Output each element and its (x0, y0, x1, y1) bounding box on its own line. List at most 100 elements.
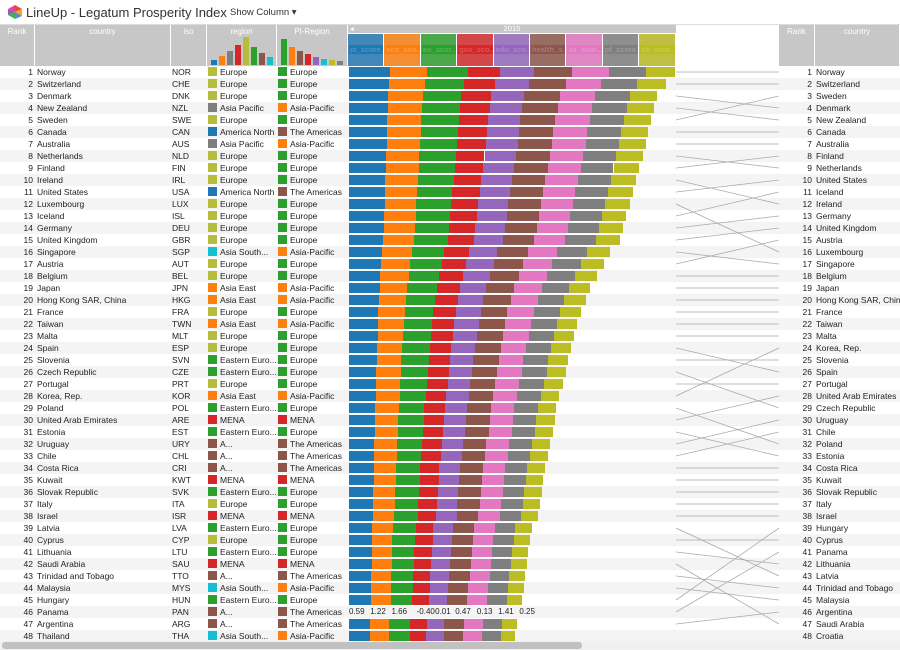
histogram-bar (566, 37, 602, 47)
iso-cell: ARE (172, 415, 190, 425)
header-subcol-4[interactable]: edu_sco... (493, 34, 529, 66)
header-subcol-6[interactable]: ss_scor... (566, 34, 602, 66)
table-row[interactable]: 33 Chile CHL A... The Americas 33 Estonia (0, 450, 900, 462)
table-row[interactable]: 25 Slovenia SVN Eastern Euro... Europe 25 Slov… (0, 354, 900, 366)
table-row[interactable]: 43 Trinidad and Tobago TTO A... The Americas… (0, 570, 900, 582)
table-row[interactable]: 15 United Kingdom GBR Europe Europe 15 Austria (0, 234, 900, 246)
table-row[interactable]: 27 Portugal PRT Europe Europe 27 Portugal (0, 378, 900, 390)
table-row[interactable]: 42 Saudi Arabia SAU MENA MENA 42 Lithuania (0, 558, 900, 570)
table-row[interactable]: 34 Costa Rica CRI A... The Americas 34 Costa R… (0, 462, 900, 474)
table-row[interactable]: 23 Malta MLT Europe Europe 23 Malta (0, 330, 900, 342)
header-rank-2-label[interactable]: Rank (787, 27, 806, 36)
header-2015-group[interactable]: ◂ 2015 (348, 25, 676, 33)
table-row[interactable]: 30 United Arab Emirates ARE MENA MENA 30 Urugu… (0, 414, 900, 426)
table-row[interactable]: 11 United States USA America North The Ameri… (0, 186, 900, 198)
table-row[interactable]: 20 Hong Kong SAR, China HKG Asia East Asia-P… (0, 294, 900, 306)
table-row[interactable]: 5 Sweden SWE Europe Europe 5 New Zealand (0, 114, 900, 126)
score-segment (525, 343, 552, 353)
header-rank[interactable]: Rank (0, 25, 35, 66)
collapse-icon[interactable]: ◂ (350, 24, 354, 33)
table-row[interactable]: 21 France FRA Europe Europe 21 France (0, 306, 900, 318)
table-row[interactable]: 39 Latvia LVA Eastern Euro... Europe 39 Hungar… (0, 522, 900, 534)
table-row[interactable]: 46 Panama PAN A... The Americas 0.59 1.22 1.66-… (0, 606, 900, 618)
table-row[interactable]: 48 Thailand THA Asia South... Asia-Pacific 48… (0, 630, 900, 642)
scrollbar-thumb[interactable] (2, 642, 582, 649)
header-iso[interactable]: iso (171, 25, 207, 66)
table-row[interactable]: 45 Hungary HUN Eastern Euro... Europe 45 Malay… (0, 594, 900, 606)
header-rank-2[interactable]: Rank (779, 25, 815, 66)
header-year-label[interactable]: 2015 (503, 24, 521, 33)
table-row[interactable]: 10 Ireland IRL Europe Europe 10 United States (0, 174, 900, 186)
show-column-label[interactable]: Show Column (230, 7, 290, 18)
table-row[interactable]: 28 Korea, Rep. KOR Asia East Asia-Pacific 28 U… (0, 390, 900, 402)
rank-cell: 6 (28, 127, 33, 137)
region-swatch (208, 439, 217, 448)
table-row[interactable]: 8 Netherlands NLD Europe Europe 8 Finland (0, 150, 900, 162)
header-subcol-8[interactable]: sk_scor... (639, 34, 675, 66)
rank-2-cell: 7 (807, 139, 812, 149)
table-row[interactable]: 35 Kuwait KWT MENA MENA 35 Kuwait (0, 474, 900, 486)
score-segment (385, 163, 419, 173)
score-segment (396, 451, 422, 461)
horizontal-scrollbar[interactable] (0, 641, 900, 650)
score-segment (449, 355, 474, 365)
table-row[interactable]: 24 Spain ESP Europe Europe 24 Korea, Rep. (0, 342, 900, 354)
table-row[interactable]: 44 Malaysia MYS Asia South... Asia-Pacific 44… (0, 582, 900, 594)
table-row[interactable]: 22 Taiwan TWN Asia East Asia-Pacific 22 Taiwan (0, 318, 900, 330)
table-row[interactable]: 7 Australia AUS Asia Pacific Asia-Pacific 7 Au… (0, 138, 900, 150)
table-row[interactable]: 29 Poland POL Eastern Euro... Europe 29 Czech … (0, 402, 900, 414)
score-segment (486, 439, 510, 449)
show-column-button[interactable]: Show Column ▾ (230, 7, 297, 18)
header-country-2-label[interactable]: country (843, 27, 871, 36)
header-subcol-5[interactable]: health_s... (530, 34, 566, 66)
table-row[interactable]: 40 Cyprus CYP Europe Europe 40 Cyprus (0, 534, 900, 546)
header-rank-label[interactable]: Rank (7, 27, 27, 36)
pi-region-swatch (278, 127, 287, 136)
header-pi-region[interactable]: PI-Region (277, 25, 348, 66)
table-row[interactable]: 1 Norway NOR Europe Europe 1 Norway (0, 66, 900, 78)
header-subcol-1[interactable]: eco_sco... (384, 34, 420, 66)
chevron-down-icon[interactable]: ▾ (291, 7, 297, 18)
header-country-2[interactable]: country (815, 25, 900, 66)
table-row[interactable]: 9 Finland FIN Europe Europe 9 Netherlands (0, 162, 900, 174)
table-row[interactable]: 31 Estonia EST Eastern Euro... Europe 31 Chile (0, 426, 900, 438)
region-cell: Eastern Euro... (208, 426, 277, 438)
rank-2-cell: 8 (807, 151, 812, 161)
header-iso-label[interactable]: iso (183, 27, 194, 36)
region-label: Europe (220, 307, 248, 317)
score-segment (435, 295, 459, 305)
table-row[interactable]: 37 Italy ITA Europe Europe 37 Italy (0, 498, 900, 510)
table-row[interactable]: 38 Israel ISR MENA MENA 38 Israel (0, 510, 900, 522)
table-row[interactable]: 47 Argentina ARG A... The Americas 47 Saudi Ar… (0, 618, 900, 630)
table-row[interactable]: 14 Germany DEU Europe Europe 14 United Kingdom (0, 222, 900, 234)
header-region-label[interactable]: region (230, 27, 253, 36)
header-subcol-3[interactable]: gov_sco... (457, 34, 493, 66)
table-row[interactable]: 41 Lithuania LTU Eastern Euro... Europe 41 Pan… (0, 546, 900, 558)
table-row[interactable]: 17 Austria AUT Europe Europe 17 Singapore (0, 258, 900, 270)
table-row[interactable]: 2 Switzerland CHE Europe Europe 2 Switzerland (0, 78, 900, 90)
header-pi-region-label[interactable]: PI-Region (294, 27, 330, 36)
table-row[interactable]: 36 Slovak Republic SVK Eastern Euro... Europ… (0, 486, 900, 498)
header-subcol-7[interactable]: pf_score... (602, 34, 639, 66)
score-segment (461, 91, 492, 101)
table-row[interactable]: 32 Uruguay URY A... The Americas 32 Poland (0, 438, 900, 450)
score-segment (564, 295, 586, 305)
table-row[interactable]: 3 Denmark DNK Europe Europe 3 Sweden (0, 90, 900, 102)
table-row[interactable]: 6 Canada CAN America North The Americas 6 Cana… (0, 126, 900, 138)
iso-cell: CYP (172, 535, 190, 545)
header-region[interactable]: region (207, 25, 277, 66)
table-row[interactable]: 26 Czech Republic CZE Eastern Euro... Europe… (0, 366, 900, 378)
header-country-label[interactable]: country (89, 27, 116, 36)
header-country[interactable]: country (35, 25, 171, 66)
country-2-cell: Denmark (816, 103, 851, 113)
table-row[interactable]: 12 Luxembourg LUX Europe Europe 12 Ireland (0, 198, 900, 210)
region-swatch (208, 235, 217, 244)
header-subcol-0[interactable]: pi_score... (348, 34, 384, 66)
score-segment (509, 439, 532, 449)
table-row[interactable]: 13 Iceland ISL Europe Europe 13 Germany (0, 210, 900, 222)
table-row[interactable]: 18 Belgium BEL Europe Europe 18 Belgium (0, 270, 900, 282)
header-subcol-2[interactable]: eo_scor... (420, 34, 457, 66)
table-row[interactable]: 16 Singapore SGP Asia South... Asia-Pacific 1… (0, 246, 900, 258)
table-row[interactable]: 4 New Zealand NZL Asia Pacific Asia-Pacific 4… (0, 102, 900, 114)
table-row[interactable]: 19 Japan JPN Asia East Asia-Pacific 19 Japan (0, 282, 900, 294)
